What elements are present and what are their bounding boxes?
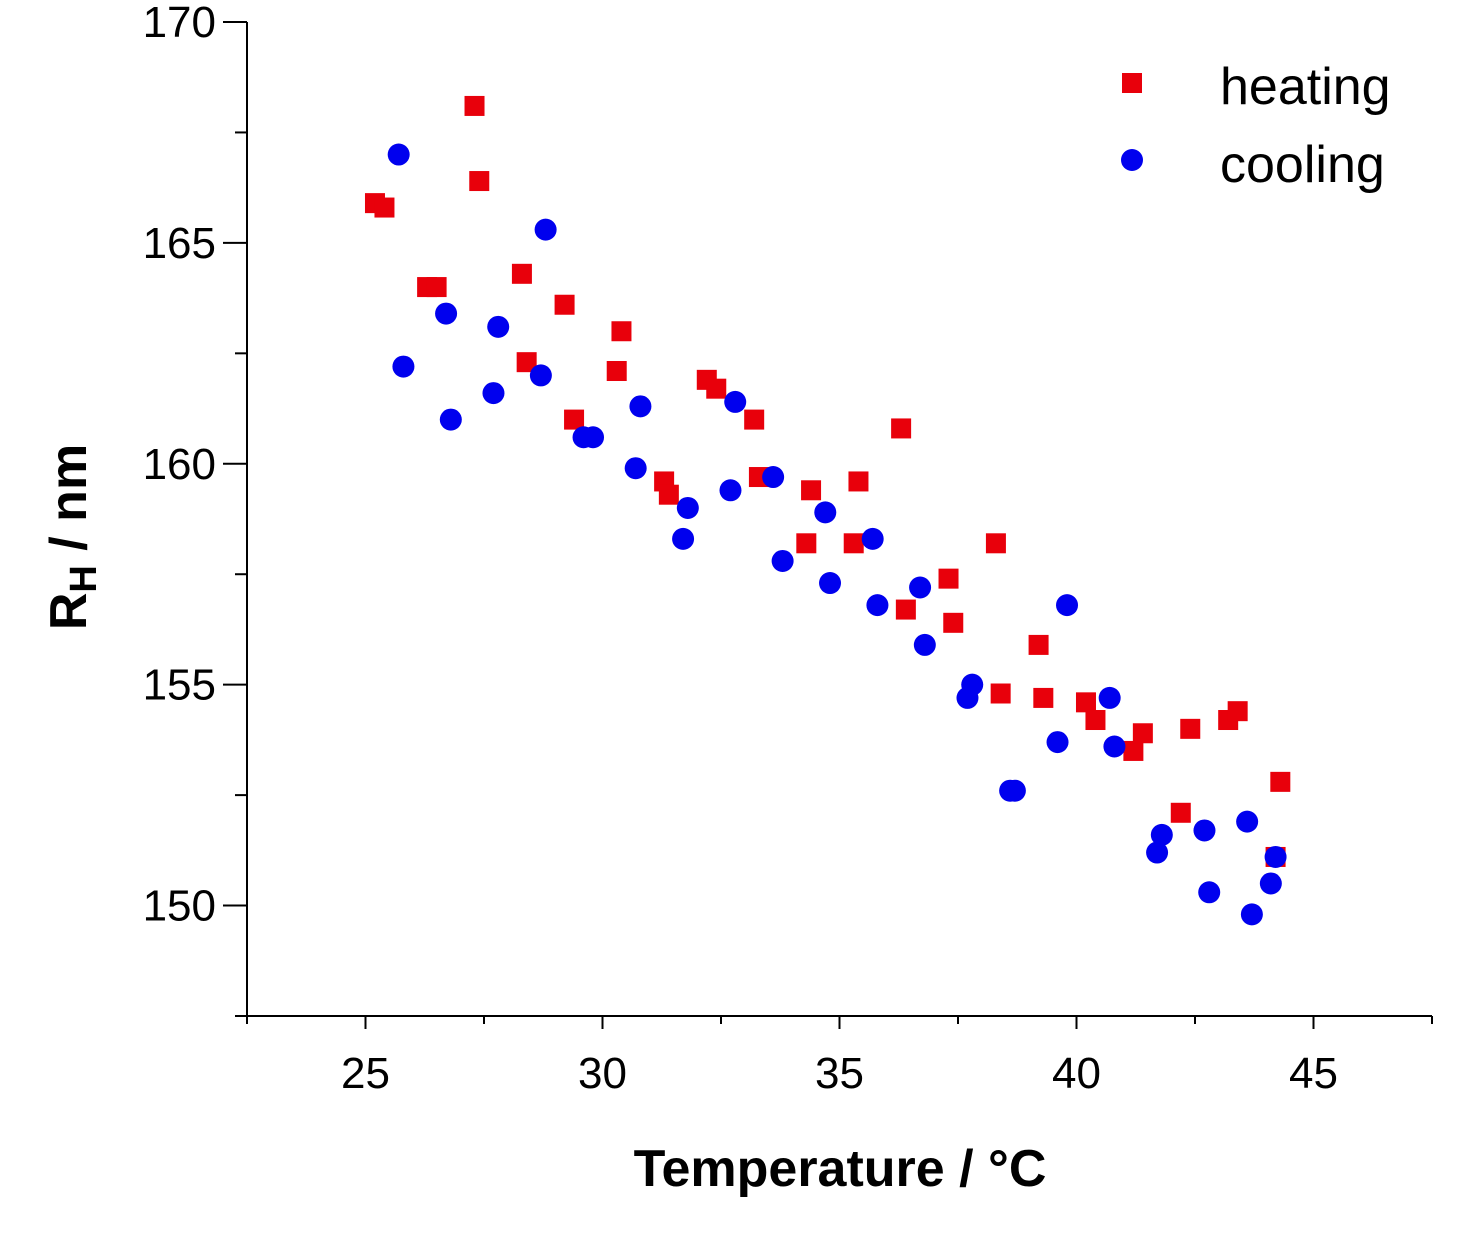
point-heating (985, 533, 1006, 554)
point-cooling (676, 496, 699, 519)
point-heating (1075, 692, 1096, 713)
point-heating (374, 197, 395, 218)
point-cooling (439, 408, 462, 431)
point-cooling (392, 355, 415, 378)
point-cooling (1103, 735, 1126, 758)
point-heating (848, 471, 869, 492)
point-heating (796, 533, 817, 554)
point-heating (706, 378, 727, 399)
point-heating (843, 533, 864, 554)
point-heating (511, 263, 532, 284)
point-cooling (866, 594, 889, 617)
point-heating (464, 95, 485, 116)
x-tick-label: 25 (341, 1049, 390, 1098)
x-tick-label: 40 (1052, 1049, 1101, 1098)
point-cooling (1046, 731, 1069, 754)
point-heating (516, 352, 537, 373)
point-heating (611, 321, 632, 342)
series-cooling (387, 143, 1287, 926)
legend: heating cooling (1121, 58, 1391, 194)
point-cooling (435, 302, 458, 325)
x-axis-title: Temperature / °C (634, 1140, 1047, 1198)
y-axis-title-subscript: H (63, 565, 105, 592)
point-cooling (1264, 845, 1287, 868)
point-cooling (1236, 810, 1259, 833)
point-cooling (719, 479, 742, 502)
point-cooling (624, 457, 647, 480)
point-cooling (762, 466, 785, 489)
point-cooling (529, 364, 552, 387)
point-cooling (724, 390, 747, 413)
point-cooling (534, 218, 557, 241)
point-heating (426, 277, 447, 298)
point-heating (1227, 701, 1248, 722)
point-cooling (629, 395, 652, 418)
point-heating (469, 171, 490, 192)
x-tick-label: 45 (1289, 1049, 1338, 1098)
legend-cooling-label: cooling (1220, 136, 1385, 194)
point-cooling (909, 576, 932, 599)
y-tick-label: 150 (143, 882, 216, 931)
point-heating (744, 409, 765, 430)
point-cooling (1146, 841, 1169, 864)
point-heating (943, 612, 964, 633)
point-heating (1270, 771, 1291, 792)
legend-heating-label: heating (1220, 58, 1391, 116)
point-cooling (582, 426, 605, 449)
point-cooling (961, 673, 984, 696)
y-tick-label: 155 (143, 661, 216, 710)
point-cooling (672, 527, 695, 550)
point-heating (891, 418, 912, 439)
point-heating (1170, 802, 1191, 823)
y-tick-label: 170 (143, 0, 216, 47)
series-heating (364, 95, 1291, 867)
point-heating (1123, 740, 1144, 761)
point-heating (658, 484, 679, 505)
point-cooling (1003, 779, 1026, 802)
point-heating (990, 683, 1011, 704)
point-heating (1028, 634, 1049, 655)
point-cooling (1259, 872, 1282, 895)
point-heating (1132, 723, 1153, 744)
point-heating (895, 599, 916, 620)
point-heating (1085, 710, 1106, 731)
legend-heating-marker (1122, 73, 1142, 93)
point-cooling (1098, 686, 1121, 709)
point-cooling (814, 501, 837, 524)
point-heating (801, 480, 822, 501)
y-tick-label: 160 (143, 440, 216, 489)
x-tick-label: 35 (815, 1049, 864, 1098)
y-axis-title-unit: / nm (40, 444, 98, 565)
point-cooling (482, 382, 505, 405)
point-cooling (771, 549, 794, 572)
point-cooling (1240, 903, 1263, 926)
point-heating (1033, 687, 1054, 708)
point-heating (1180, 718, 1201, 739)
data-points (364, 95, 1291, 926)
point-cooling (861, 527, 884, 550)
point-cooling (487, 315, 510, 338)
point-cooling (913, 633, 936, 656)
point-cooling (1198, 881, 1221, 904)
point-cooling (1056, 594, 1079, 617)
y-axis-title: RH / nm (40, 444, 105, 630)
point-heating (938, 568, 959, 589)
point-cooling (819, 572, 842, 595)
point-heating (606, 361, 627, 382)
x-tick-label: 30 (578, 1049, 627, 1098)
point-cooling (1193, 819, 1216, 842)
legend-cooling-marker (1121, 149, 1143, 171)
y-tick-label: 165 (143, 219, 216, 268)
ticks: 25 30 35 40 45 150 155 160 165 170 (143, 0, 1433, 1098)
point-heating (554, 294, 575, 315)
point-heating (564, 409, 585, 430)
y-axis-title-main: R (40, 593, 98, 631)
point-cooling (387, 143, 410, 166)
point-cooling (1150, 823, 1173, 846)
